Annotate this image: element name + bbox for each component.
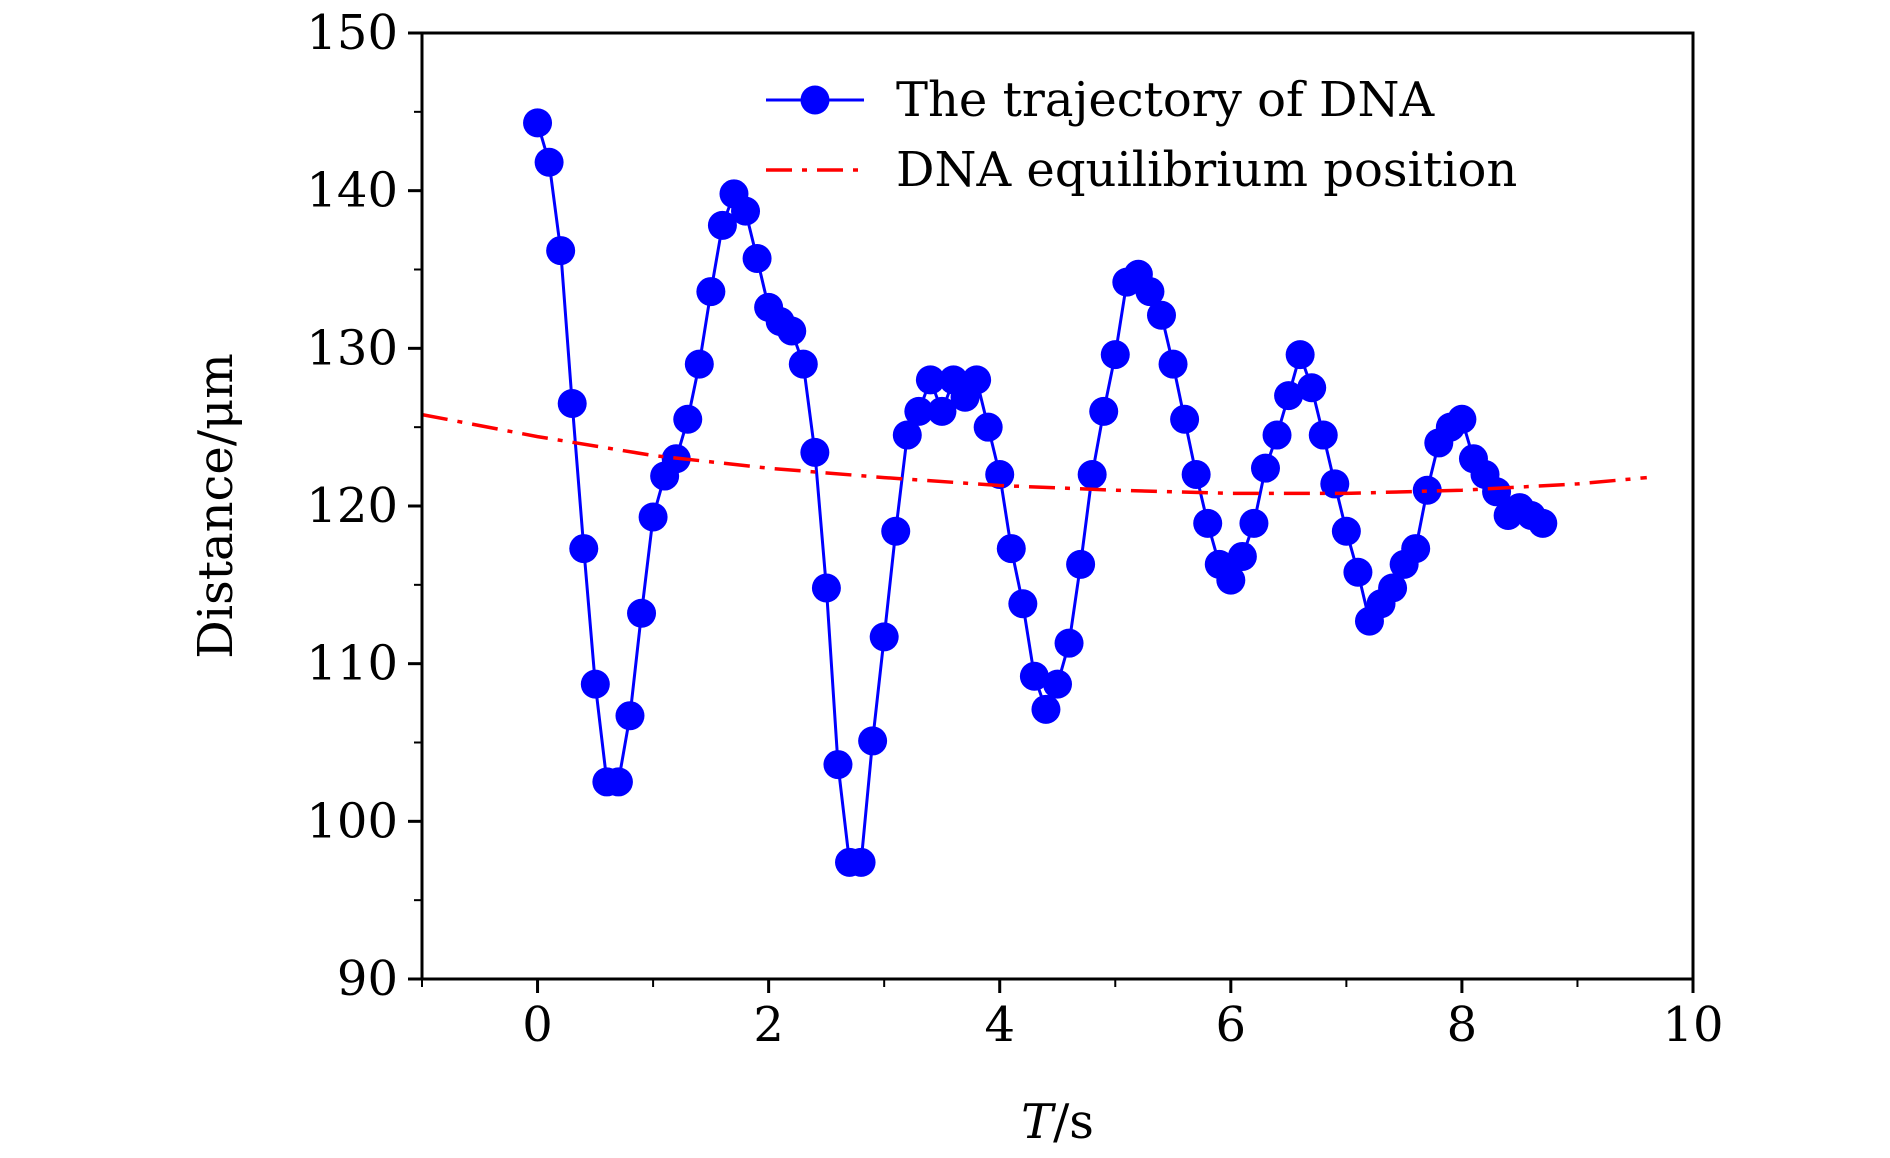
trajectory-point: [1066, 549, 1096, 579]
trajectory-point: [569, 534, 599, 564]
trajectory-point: [962, 365, 992, 395]
trajectory-point: [892, 420, 922, 450]
trajectory-point: [858, 726, 888, 756]
equilibrium-line: [421, 412, 1647, 496]
trajectory-point: [777, 316, 807, 346]
trajectory-point: [927, 396, 957, 426]
x-tick-label: 4: [984, 997, 1015, 1053]
trajectory-point: [1043, 669, 1072, 699]
trajectory-point: [1170, 404, 1200, 434]
trajectory-point: [1343, 557, 1373, 587]
series-0: [523, 108, 1558, 877]
trajectory-point: [1135, 277, 1165, 307]
trajectory-point: [881, 516, 911, 546]
trajectory-point: [1008, 589, 1038, 619]
trajectory-point: [1158, 349, 1188, 379]
trajectory-point: [1378, 573, 1408, 603]
trajectory-point: [1077, 459, 1107, 489]
trajectory-point: [638, 502, 668, 532]
legend-swatch-trajectory-marker: [800, 85, 830, 115]
x-tick-label: 10: [1662, 997, 1723, 1053]
trajectory-point: [627, 598, 657, 628]
trajectory-point: [1528, 508, 1558, 538]
trajectory-point: [523, 108, 553, 138]
trajectory-point: [1401, 534, 1431, 564]
trajectory-point: [1412, 475, 1442, 505]
plot-marks: [421, 108, 1647, 877]
x-tick-label: 2: [753, 997, 784, 1053]
trajectory-point: [580, 669, 610, 699]
trajectory-point: [1227, 541, 1257, 571]
trajectory-point: [823, 750, 853, 780]
trajectory-point: [1089, 396, 1119, 426]
trajectory-point: [1297, 373, 1327, 403]
x-tick-label: 6: [1216, 997, 1247, 1053]
trajectory-point: [996, 534, 1026, 564]
trajectory-point: [707, 210, 737, 240]
trajectory-point: [1447, 404, 1477, 434]
trajectory-point: [1019, 661, 1049, 691]
trajectory-point: [603, 767, 633, 797]
trajectory-point: [1031, 694, 1061, 724]
trajectory-point: [973, 412, 1003, 442]
axis-ticks: 0 2 4 6 8 10 90 100 110 120 130 140 150: [306, 5, 1723, 1053]
trajectory-point: [869, 622, 899, 652]
trajectory-point: [1320, 469, 1350, 499]
y-tick-label: 100: [306, 793, 398, 849]
trajectory-point: [615, 701, 645, 731]
series-1: [421, 412, 1647, 496]
trajectory-point: [1331, 516, 1361, 546]
y-axis-title: Distance/μm: [188, 353, 244, 658]
trajectory-point: [1193, 508, 1223, 538]
legend-label: The trajectory of DNA: [896, 72, 1436, 128]
trajectory-point: [1181, 459, 1211, 489]
trajectory-point: [1285, 340, 1315, 370]
trajectory-point: [1308, 420, 1338, 450]
trajectory-point: [557, 389, 587, 419]
trajectory-point: [985, 459, 1015, 489]
trajectory-point: [1054, 628, 1084, 658]
trajectory-point: [915, 365, 945, 395]
x-tick-label: 0: [522, 997, 553, 1053]
trajectory-point: [1262, 420, 1292, 450]
trajectory-point: [904, 396, 934, 426]
trajectory-point: [534, 147, 564, 177]
trajectory-point: [673, 404, 703, 434]
trajectory-point: [1239, 508, 1269, 538]
trajectory-point: [1274, 381, 1304, 411]
y-tick-label: 120: [306, 478, 398, 534]
trajectory-point: [800, 437, 830, 467]
x-axis-title-symbol: T: [1021, 1094, 1056, 1150]
trajectory-point: [696, 277, 726, 307]
x-axis-title-unit: /s: [1053, 1094, 1094, 1150]
trajectory-point: [1146, 300, 1176, 330]
x-axis-title: T/s: [1021, 1094, 1094, 1150]
trajectory-point: [1250, 453, 1280, 483]
trajectory-point: [1216, 565, 1246, 595]
trajectory-point: [1100, 340, 1130, 370]
trajectory-point: [684, 349, 714, 379]
trajectory-point: [846, 847, 876, 877]
legend: The trajectory of DNA DNA equilibrium pos…: [766, 72, 1517, 198]
legend-label: DNA equilibrium position: [896, 142, 1517, 198]
y-tick-label: 130: [306, 320, 398, 376]
y-tick-label: 150: [306, 5, 398, 61]
y-tick-label: 110: [306, 636, 398, 692]
trajectory-point: [731, 196, 761, 226]
trajectory-point: [742, 243, 772, 273]
trajectory-point: [811, 573, 841, 603]
trajectory-point: [1482, 477, 1512, 507]
x-tick-label: 8: [1447, 997, 1478, 1053]
trajectory-point: [546, 236, 576, 266]
y-tick-label: 90: [337, 951, 398, 1007]
trajectory-point: [788, 349, 818, 379]
y-tick-label: 140: [306, 163, 398, 219]
